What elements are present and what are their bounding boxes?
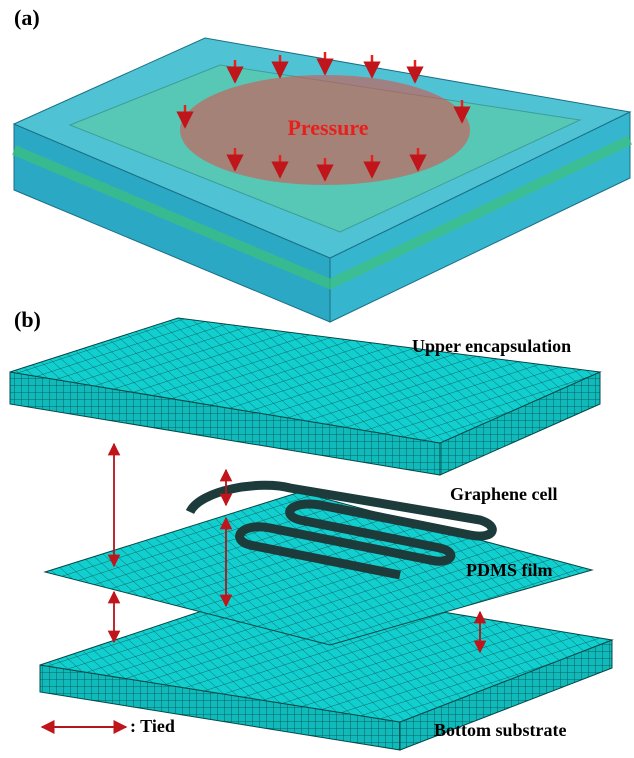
legend-label: : Tied bbox=[130, 716, 175, 736]
pressure-label: Pressure bbox=[287, 115, 368, 140]
device-3d: Pressure bbox=[14, 38, 630, 322]
panel-label: (a) bbox=[14, 5, 40, 30]
layer-label: PDMS film bbox=[466, 560, 552, 580]
layer-label: Graphene cell bbox=[450, 484, 557, 504]
panel-label: (b) bbox=[14, 307, 41, 332]
figure: (a) Pressure (b) bbox=[0, 0, 634, 758]
layer-label: Upper encapsulation bbox=[412, 336, 571, 356]
layer-label: Bottom substrate bbox=[434, 720, 567, 740]
